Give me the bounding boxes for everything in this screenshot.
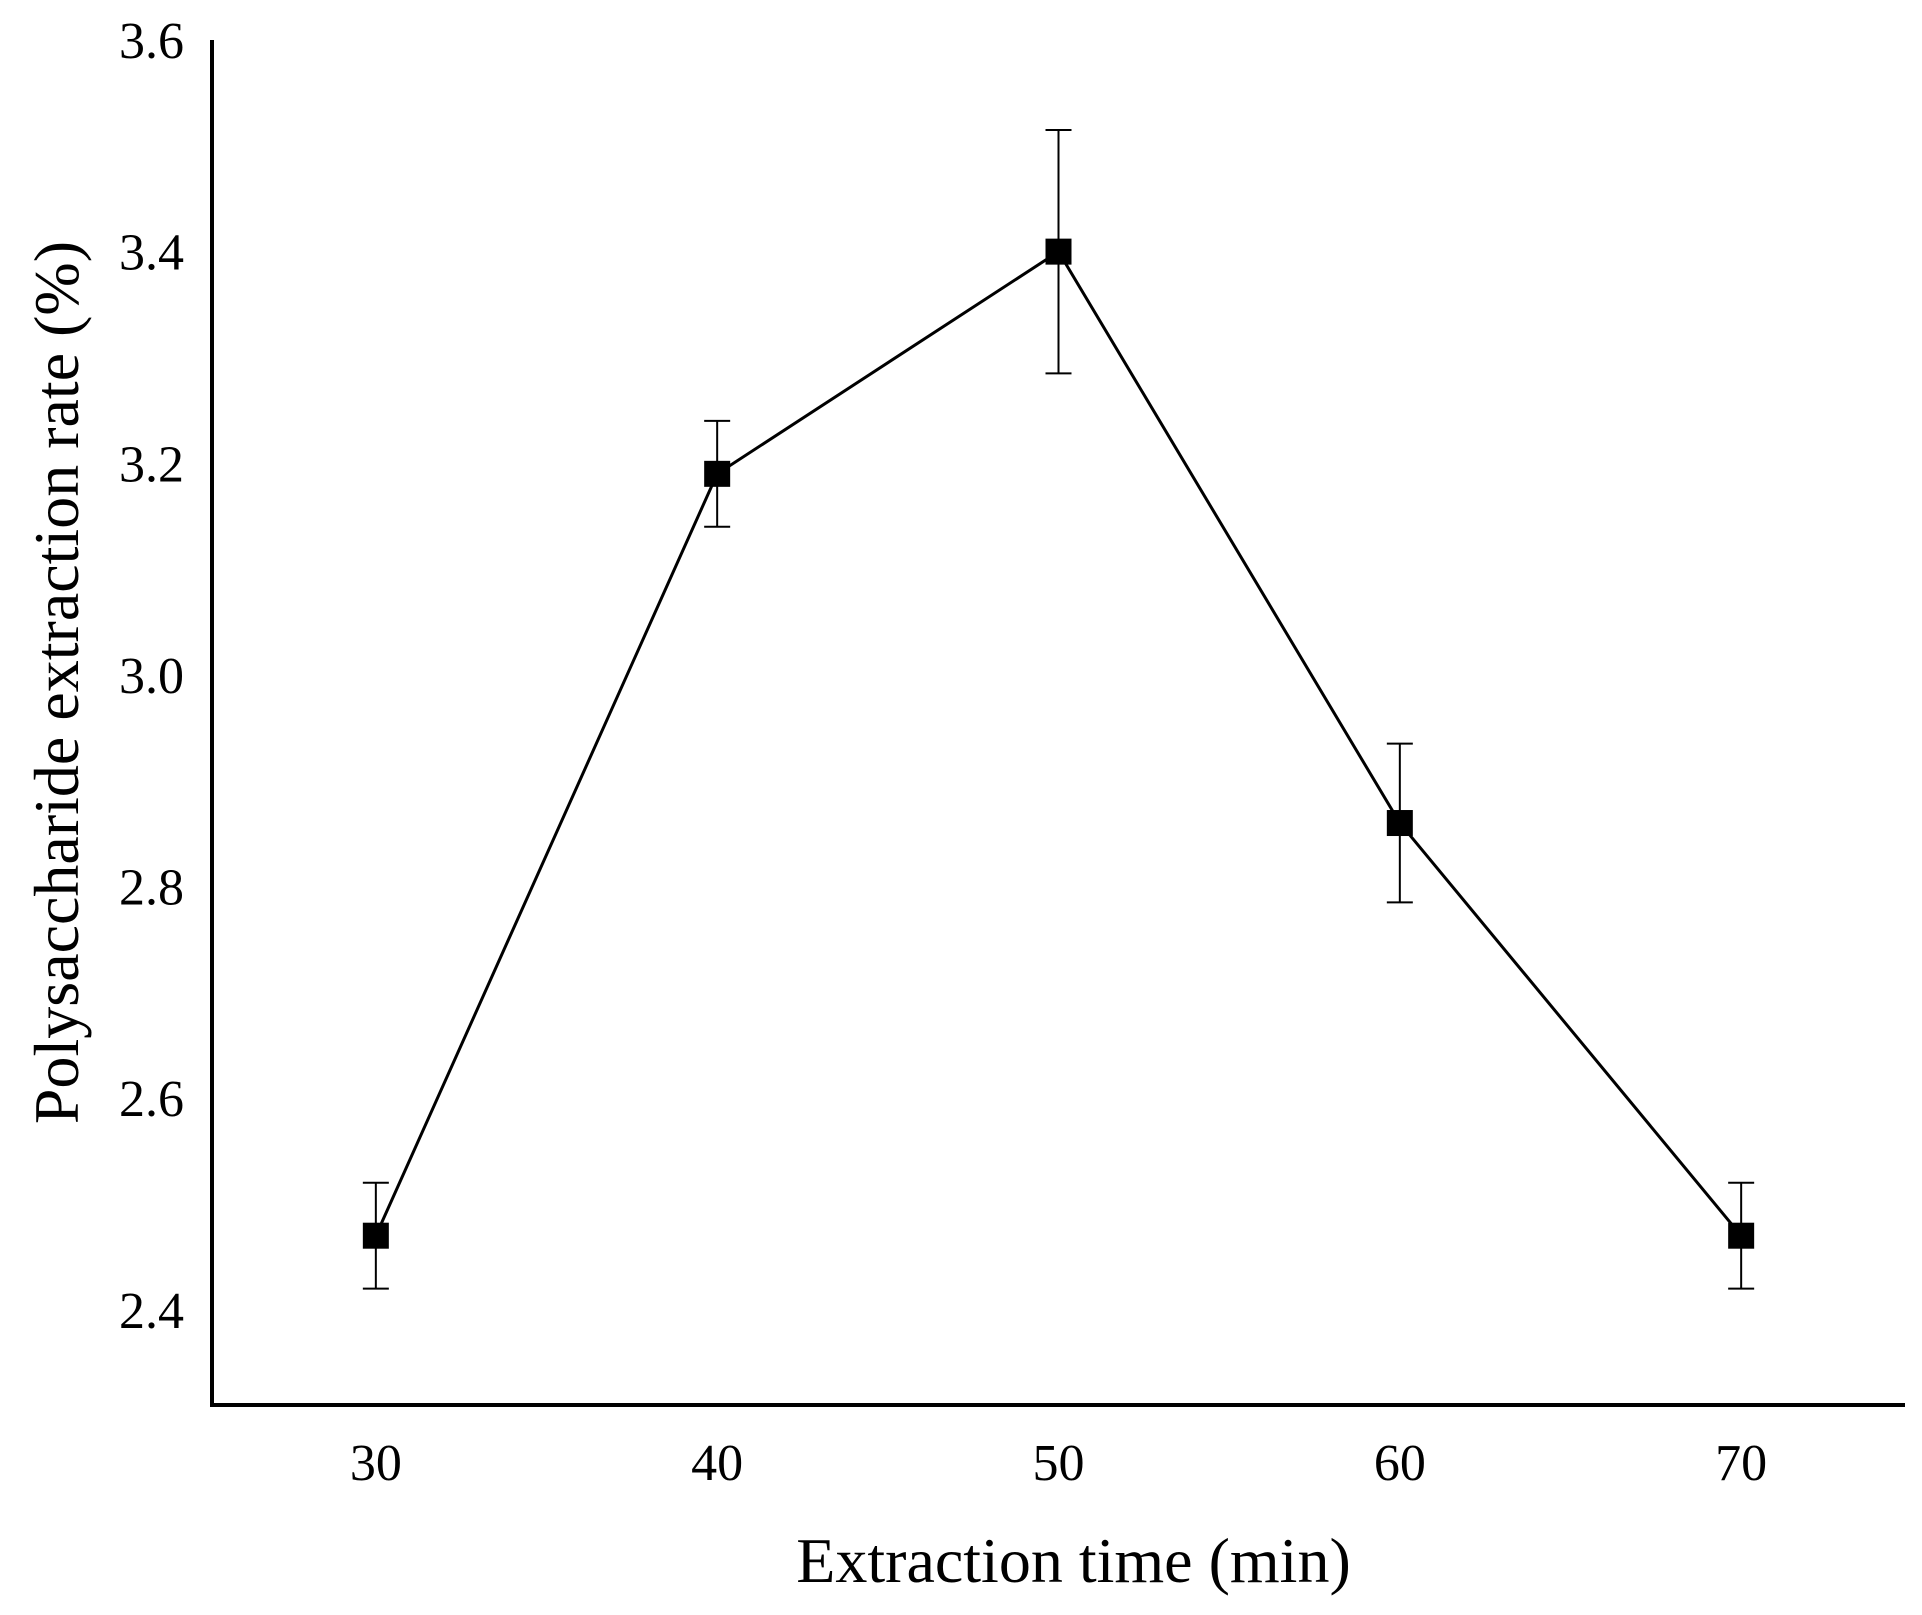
x-tick-label: 40	[691, 1435, 743, 1492]
axes	[210, 40, 1905, 1407]
y-axis-ticks: 2.4 2.6 2.8 3.0 3.2 3.4 3.6	[119, 13, 184, 1340]
data-point-marker	[1045, 238, 1072, 265]
y-tick-label: 2.6	[119, 1071, 184, 1128]
y-tick-label: 3.0	[119, 648, 184, 705]
y-tick-label: 3.6	[119, 13, 184, 70]
y-tick-label: 3.4	[119, 225, 184, 282]
data-point-marker	[704, 460, 731, 487]
x-tick-label: 60	[1374, 1435, 1426, 1492]
data-point-marker	[362, 1222, 389, 1249]
data-point-marker	[1386, 810, 1413, 837]
x-axis-ticks: 30 40 50 60 70	[350, 1435, 1767, 1492]
y-tick-label: 2.8	[119, 860, 184, 917]
series-layer	[362, 128, 1755, 1290]
y-axis-title: Polysaccharide extraction rate (%)	[21, 241, 92, 1124]
data-point-marker	[1728, 1222, 1755, 1249]
x-axis-title: Extraction time (min)	[796, 1525, 1351, 1596]
x-tick-label: 30	[350, 1435, 402, 1492]
y-tick-label: 3.2	[119, 436, 184, 493]
x-tick-label: 50	[1033, 1435, 1085, 1492]
series-line	[374, 249, 1743, 1237]
x-tick-label: 70	[1715, 1435, 1767, 1492]
y-tick-label: 2.4	[119, 1283, 184, 1340]
